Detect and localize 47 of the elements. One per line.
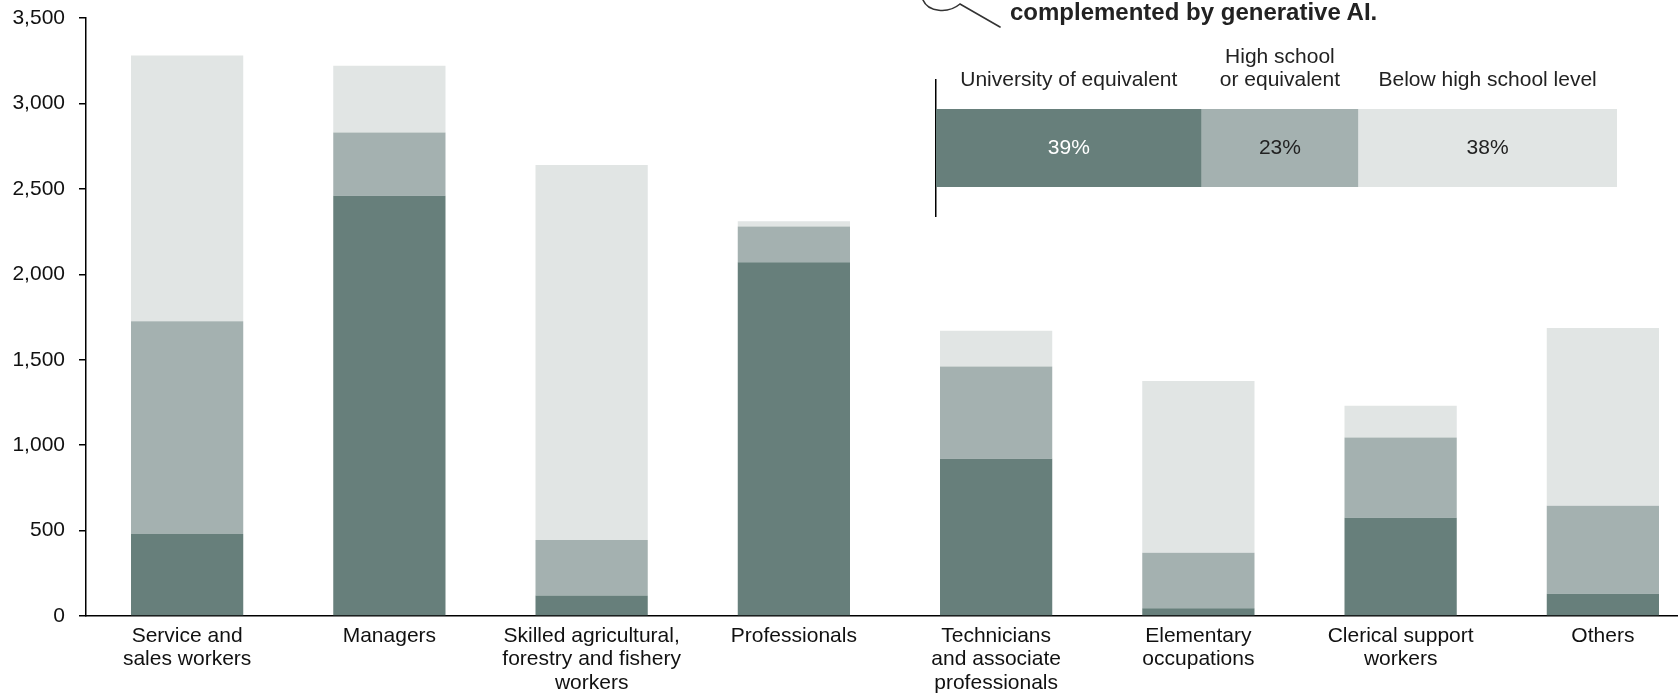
x-tick-label: Service and sales workers [122,622,252,670]
y-tick-label: 3,000 [12,90,65,114]
bar [1142,381,1255,553]
bar [1546,505,1659,594]
y-tick-label: 2,000 [12,261,65,285]
bar [737,221,850,227]
bar [1344,517,1457,616]
bar [333,132,446,196]
bar [1546,593,1659,616]
bar [1344,405,1457,438]
bar [940,458,1053,616]
data-label: 23% [1258,134,1301,158]
bar [1344,437,1457,518]
series-label: University of equivalent [960,66,1178,90]
bar [940,330,1053,367]
bar [535,595,648,616]
bar [1546,328,1659,506]
x-tick-label: Clerical support workers [1327,622,1474,670]
y-tick-label: 0 [53,602,65,626]
series-label: High school or equivalent [1219,43,1341,90]
x-tick-label: Professionals [730,622,857,646]
bar [535,164,648,540]
y-tick-label: 3,500 [12,4,65,28]
y-tick-label: 1,500 [12,346,65,370]
x-tick-label: Others [1571,622,1635,646]
bar [333,195,446,616]
y-tick-label: 2,500 [12,175,65,199]
bar [1142,608,1255,616]
bar [1142,552,1255,609]
x-tick-label: Skilled agricultural, forestry and fishery workers [502,622,682,693]
bar [131,55,244,322]
y-tick-label: 500 [29,517,65,541]
data-label: 39% [1047,134,1090,158]
bar [131,533,244,616]
x-tick-label: Technicians and associate professionals [931,622,1061,693]
bar [940,366,1053,459]
bar [737,226,850,263]
bar [131,321,244,534]
bar [333,65,446,133]
series-label: Below high school level [1378,66,1597,90]
y-tick-label: 1,000 [12,431,65,455]
chart-title: complemented by generative AI. [1010,0,1378,25]
x-tick-label: Elementary occupations [1142,622,1255,670]
data-label: 38% [1466,134,1509,158]
bar [535,539,648,596]
x-tick-label: Managers [342,622,437,646]
bar [737,262,850,616]
